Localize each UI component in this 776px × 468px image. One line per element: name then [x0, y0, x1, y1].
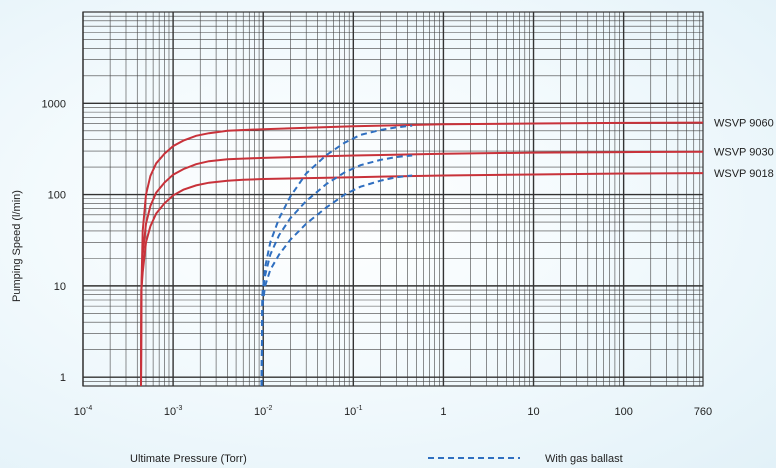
series-labels: WSVP 9060 WSVP 9030 WSVP 9018: [714, 118, 774, 181]
x-tick-labels: 10-4 10-3 10-2 10-1 1 10 100 760: [74, 405, 712, 418]
series-curve-wsvp-9060: [140, 121, 704, 387]
y-tick-label: 100: [48, 190, 66, 202]
legend: With gas ballast: [428, 453, 623, 465]
x-axis-label: Ultimate Pressure (Torr): [130, 453, 247, 465]
y-tick-label: 1: [60, 372, 66, 384]
y-tick-label: 10: [54, 281, 66, 293]
legend-label: With gas ballast: [545, 453, 623, 465]
y-axis-label: Pumping Speed (l/min): [11, 190, 23, 302]
y-tick-labels: 1 10 100 1000: [42, 98, 66, 384]
plot-frame: [82, 11, 704, 387]
grid-minor-lines: [83, 12, 703, 387]
x-tick-label: 10-1: [344, 405, 363, 418]
gas-ballast-curve: [260, 174, 413, 387]
series-curve-wsvp-9030: [140, 150, 704, 387]
x-tick-label: 10-2: [254, 405, 273, 418]
series-label: WSVP 9030: [714, 147, 774, 159]
y-tick-label: 1000: [42, 98, 66, 110]
x-tick-label: 100: [614, 406, 632, 418]
series-label: WSVP 9060: [714, 118, 774, 130]
x-tick-label: 1: [440, 406, 446, 418]
x-tick-label: 760: [694, 406, 712, 418]
series-label: WSVP 9018: [714, 168, 774, 180]
x-tick-label: 10: [527, 406, 539, 418]
series-curve-wsvp-9018: [140, 172, 704, 387]
x-tick-label: 10-4: [74, 405, 93, 418]
gas-ballast-curve: [260, 124, 413, 387]
gas-ballast-curve: [260, 154, 413, 387]
x-tick-label: 10-3: [164, 405, 183, 418]
curves: [140, 121, 704, 387]
